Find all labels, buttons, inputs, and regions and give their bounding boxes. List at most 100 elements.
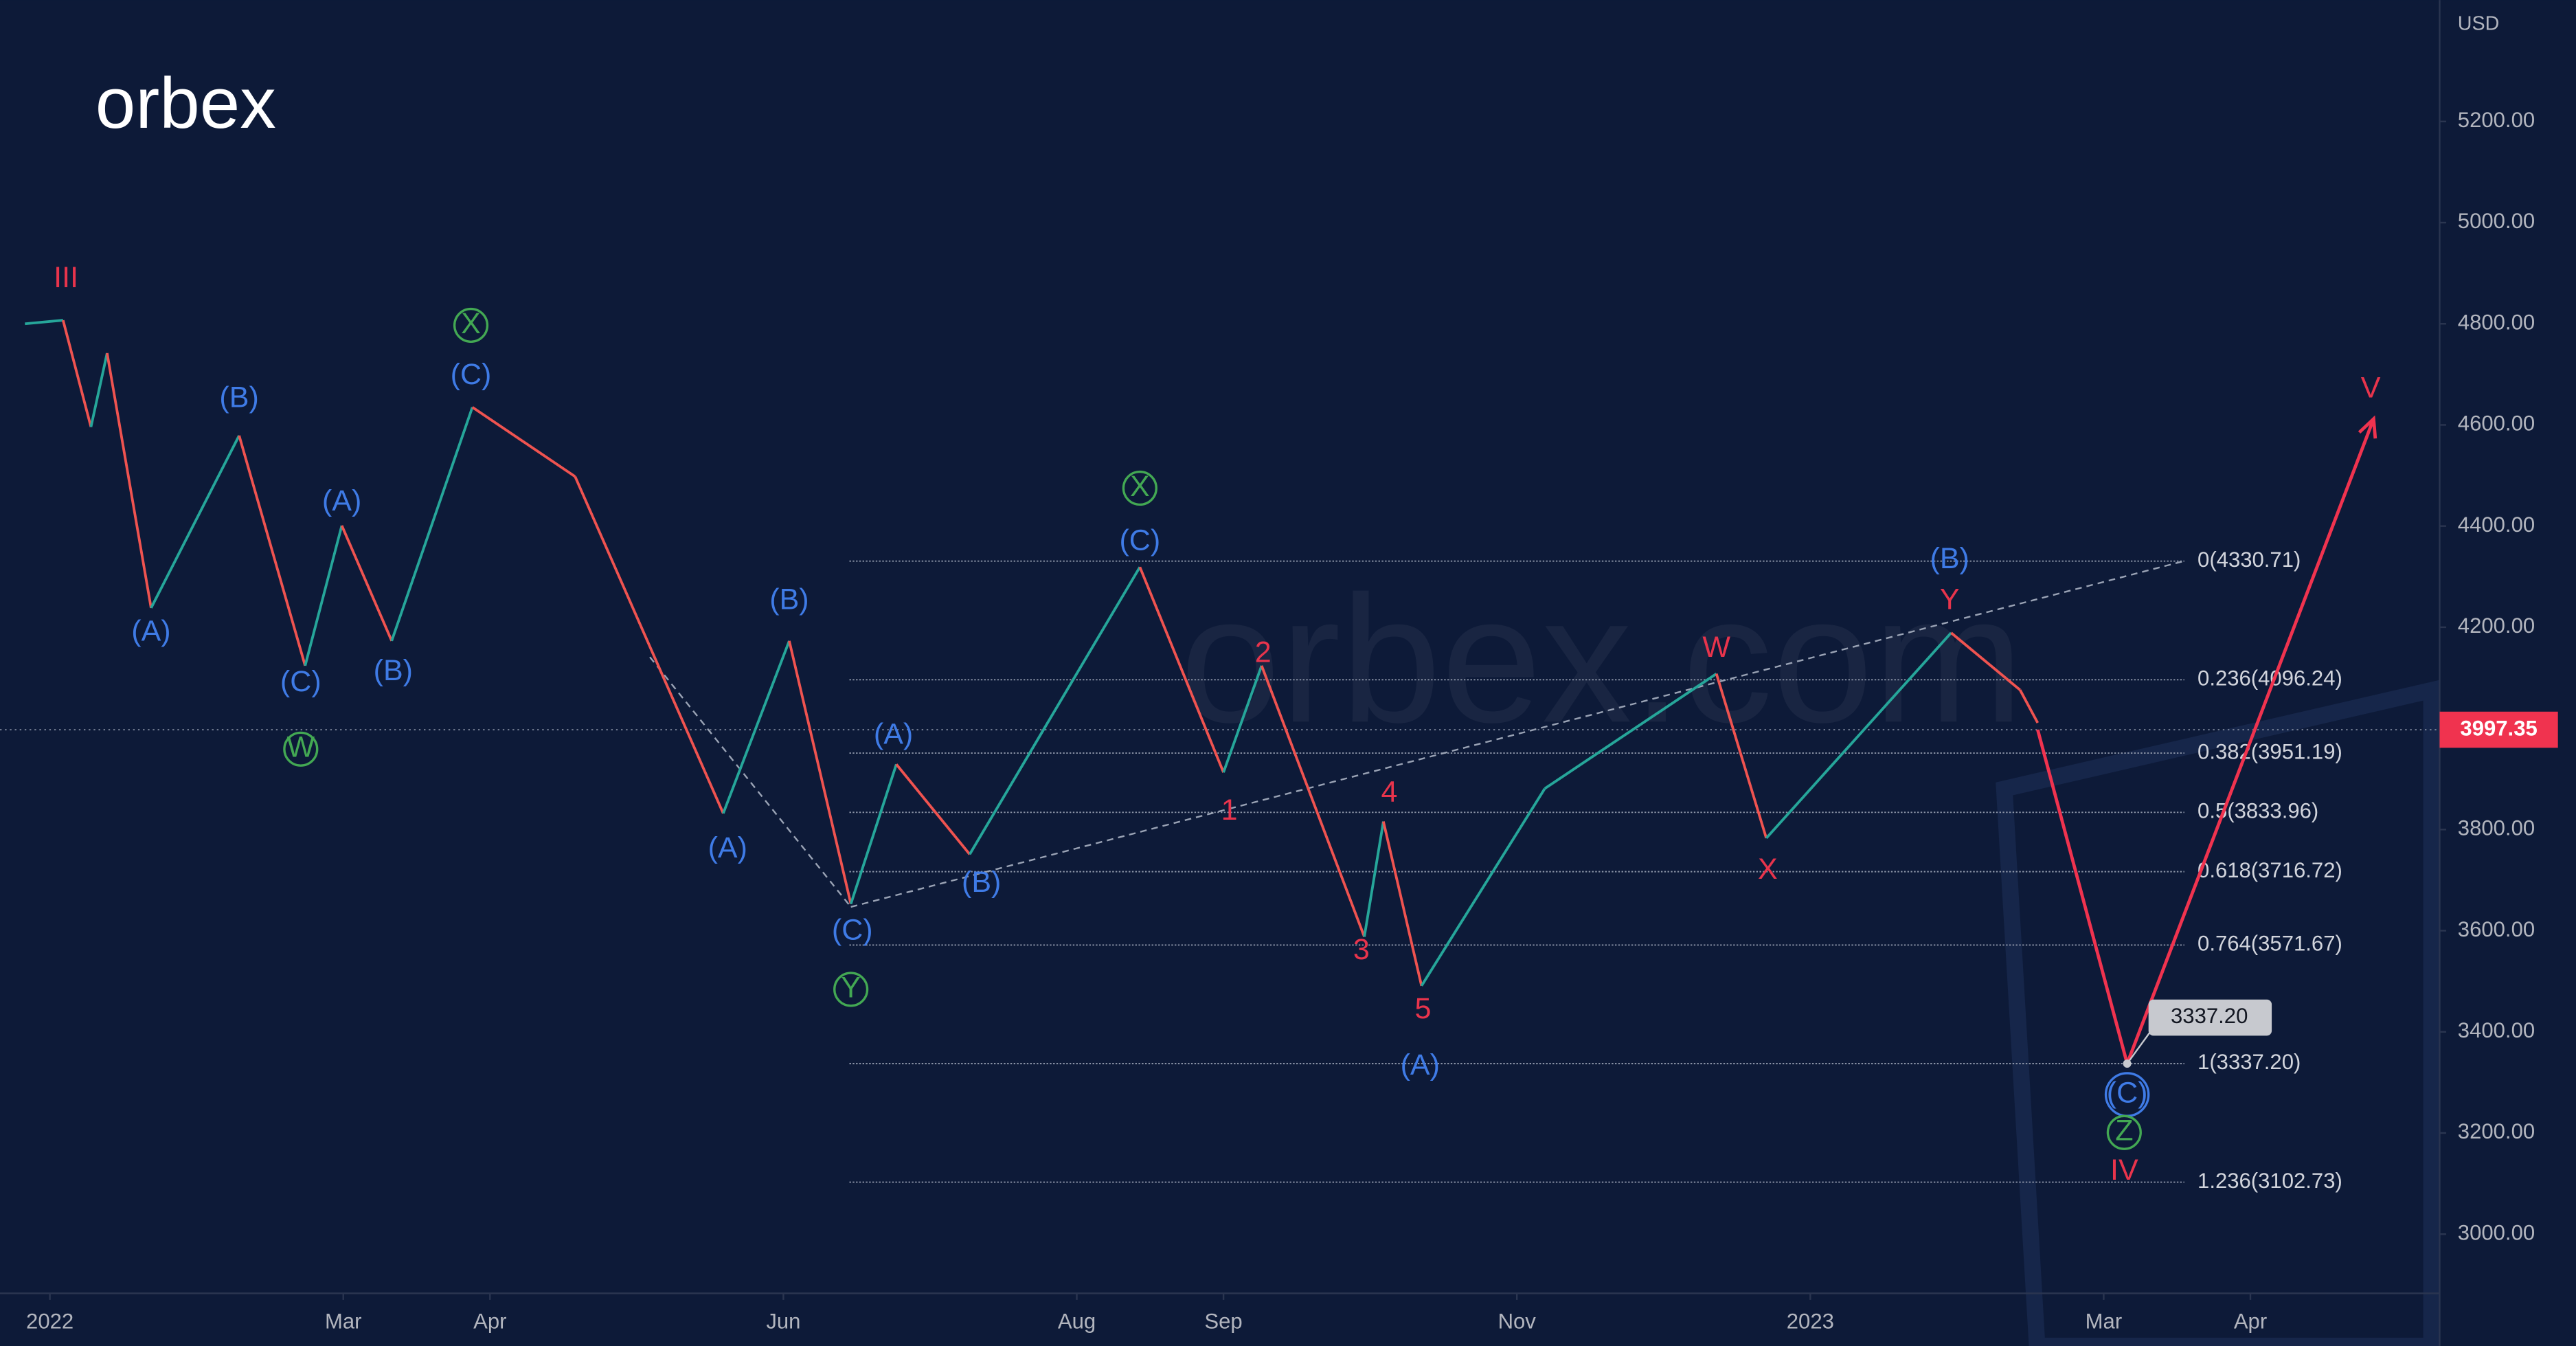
price-segment	[2019, 689, 2040, 724]
price-segment	[304, 525, 343, 666]
annotation-circle	[283, 731, 319, 767]
wave-label: (A)	[1401, 1048, 1440, 1081]
price-segment	[968, 566, 1142, 855]
currency: USD	[2458, 13, 2500, 35]
wave-label: (C)	[1119, 524, 1160, 557]
price-segment	[390, 407, 474, 642]
wave-label: (A)	[708, 831, 747, 864]
wave-label: Y	[841, 971, 861, 1004]
x-tick-label: Aug	[1058, 1310, 1096, 1334]
price-segment	[89, 352, 109, 427]
wave-label: (B)	[219, 381, 258, 414]
price-segment	[1138, 566, 1225, 773]
annotation-circle	[833, 972, 869, 1007]
y-tick-label: 4400.00	[2458, 513, 2535, 537]
y-tick-label: 3800.00	[2458, 816, 2535, 840]
callout-box	[2148, 999, 2272, 1036]
trendline	[649, 656, 852, 908]
logo: orbex	[95, 63, 276, 144]
annotation-circle	[2106, 1114, 2142, 1150]
target-point	[2123, 1059, 2132, 1068]
price-segment	[238, 435, 307, 666]
x-tick-label: Nov	[1498, 1310, 1537, 1334]
price-segment	[1420, 787, 1546, 987]
fib-label: 0.382(3951.19)	[2197, 739, 2342, 763]
price-segment	[106, 352, 152, 609]
wave-label: 5	[1415, 992, 1432, 1025]
price-segment	[895, 763, 971, 855]
wave-label: (C)	[832, 913, 873, 946]
price-segment	[150, 435, 240, 609]
arrow-head	[2358, 415, 2377, 439]
y-tick-label: 5200.00	[2458, 108, 2535, 132]
price-segment	[1260, 665, 1366, 938]
wave-label: 1	[1221, 794, 1238, 827]
fib-label: 1.236(3102.73)	[2197, 1169, 2342, 1193]
wave-label: (B)	[962, 866, 1001, 899]
price-segment	[25, 319, 64, 326]
y-tick-label: 5000.00	[2458, 209, 2535, 233]
wave-label: 4	[1381, 775, 1397, 808]
wave-label: X	[461, 307, 481, 340]
wave-label: X	[1758, 853, 1778, 886]
projection-segment	[2125, 418, 2375, 1064]
fib-label: 0.5(3833.96)	[2197, 799, 2318, 823]
y-tick-label: 3400.00	[2458, 1018, 2535, 1042]
y-tick-label: 4600.00	[2458, 412, 2535, 436]
price-segment	[849, 763, 898, 905]
wave-label: (C)	[280, 665, 321, 698]
wave-label: Z	[2115, 1114, 2133, 1147]
y-tick-label: 3600.00	[2458, 917, 2535, 941]
annotation-circle	[1122, 470, 1157, 506]
price-segment	[340, 525, 393, 642]
wave-label: (A)	[874, 718, 913, 751]
fib-label: 0(4330.71)	[2197, 548, 2301, 572]
price-segment	[722, 640, 791, 814]
wave-label: III	[54, 261, 78, 294]
wave-label: (A)	[131, 614, 170, 647]
wave-label: X	[1130, 470, 1150, 503]
y-tick-label: 3200.00	[2458, 1119, 2535, 1143]
y-tick-label: 3000.00	[2458, 1220, 2535, 1244]
wave-label: (B)	[769, 583, 809, 616]
x-tick-label: Jun	[766, 1310, 800, 1334]
fib-label: 0.764(3571.67)	[2197, 932, 2342, 956]
y-tick-label: 4800.00	[2458, 310, 2535, 334]
price-segment	[1715, 673, 1768, 839]
annotation-circle	[453, 307, 489, 344]
wave-label: 3	[1353, 933, 1370, 966]
wave-label: IV	[2110, 1154, 2138, 1187]
price-segment	[1765, 631, 1952, 840]
x-tick-label: 2022	[26, 1310, 74, 1334]
fib-label: 0.618(3716.72)	[2197, 858, 2342, 882]
wave-label: Y	[1940, 583, 1960, 616]
wave-label: W	[1702, 631, 1730, 664]
price-segment	[471, 406, 576, 478]
price-segment	[61, 319, 93, 427]
last-price-label: 3997.35	[2460, 716, 2537, 740]
x-tick-label: Mar	[325, 1310, 362, 1334]
x-tick-label: Sep	[1204, 1310, 1242, 1334]
fib-label: 1(3337.20)	[2197, 1050, 2301, 1074]
wave-label: 2	[1255, 636, 1272, 669]
price-segment	[1363, 821, 1385, 937]
wave-label: (A)	[322, 484, 361, 517]
price-segment	[1950, 631, 2021, 691]
price-segment	[574, 475, 725, 814]
price-segment	[1222, 665, 1263, 773]
x-tick-label: Mar	[2086, 1310, 2123, 1334]
x-tick-label: 2023	[1787, 1310, 1834, 1334]
price-segment	[788, 640, 852, 904]
watermark: orbex.com	[1180, 558, 2024, 760]
last-price-box	[2439, 711, 2558, 748]
wave-label: W	[286, 731, 315, 764]
projection-segment	[2036, 729, 2129, 1064]
wave-label: (B)	[374, 654, 413, 687]
wave-label: (C)	[451, 358, 492, 391]
x-tick-label: Apr	[2234, 1310, 2267, 1334]
callout-pointer	[2126, 1027, 2154, 1064]
wave-label: (B)	[1930, 542, 1969, 575]
y-tick-label: 4200.00	[2458, 614, 2535, 638]
